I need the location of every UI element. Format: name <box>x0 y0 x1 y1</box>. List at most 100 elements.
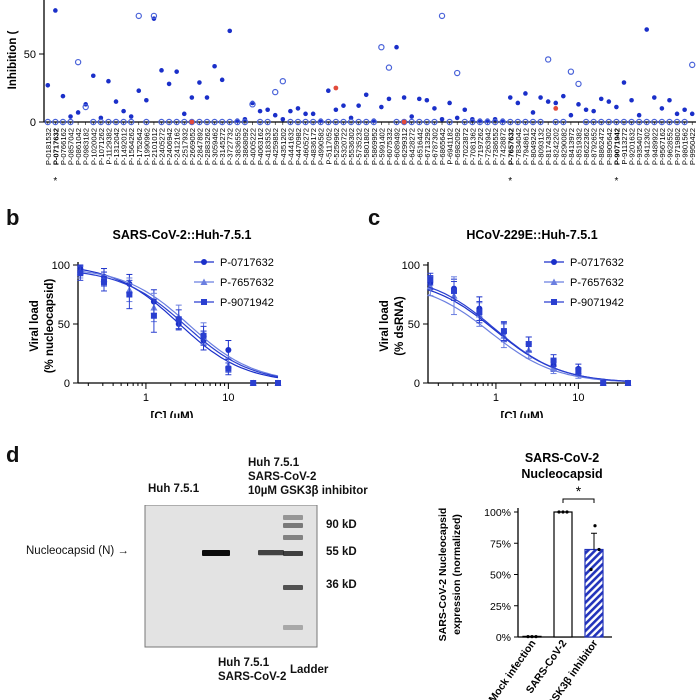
ladder-band <box>283 585 303 590</box>
point-filled <box>454 115 460 121</box>
point-filled <box>432 106 437 111</box>
point-open <box>143 118 150 126</box>
panel-c-label: c <box>368 205 381 230</box>
point-filled <box>280 116 286 122</box>
point-open <box>393 118 400 126</box>
y-tick-label: 75% <box>490 538 511 550</box>
x-tick-label: P-1312042 <box>112 128 121 165</box>
point-open <box>416 118 423 126</box>
marker-90kd: 90 kD <box>326 519 357 531</box>
point-open <box>643 118 650 126</box>
blot-lane1-label: Huh 7.5.1 <box>148 483 200 495</box>
point-square <box>175 316 182 323</box>
point-open <box>256 118 264 126</box>
x-tick-label: P-0717632 <box>51 128 60 165</box>
point-open <box>196 118 203 126</box>
x-tick-label: P-0766162 <box>59 128 68 165</box>
point-open <box>613 118 620 126</box>
legend-label: P-9071942 <box>570 297 624 309</box>
point-filled <box>227 28 233 34</box>
point-filled <box>667 97 672 103</box>
point-open <box>52 118 59 126</box>
point-highlight <box>333 85 339 91</box>
y-tick-label: 0 <box>414 378 420 390</box>
x-axis-label: [C] (µM) <box>500 411 543 418</box>
panel-b-label: b <box>6 205 20 230</box>
significance-bracket <box>562 498 595 503</box>
ladder-band <box>283 625 303 630</box>
x-tick-label: P-7386552 <box>491 128 500 165</box>
point-open <box>378 44 385 51</box>
point-filled <box>136 88 142 94</box>
y-tick-label: 50% <box>490 570 511 582</box>
point-filled <box>538 95 543 100</box>
x-tick-label: P-4836172 <box>309 128 318 165</box>
point-filled <box>424 97 430 103</box>
x-tick-label: P-1020042 <box>89 128 98 165</box>
point-square <box>525 341 532 348</box>
point-open <box>507 118 514 126</box>
point-filled <box>447 100 452 106</box>
point-square <box>450 287 457 294</box>
point-filled <box>598 96 604 102</box>
point-filled <box>606 99 612 104</box>
x-tick-label: P-9201632 <box>628 128 637 165</box>
x-tick-label: P-9354072 <box>635 128 644 165</box>
point-filled <box>386 96 392 102</box>
point-filled <box>121 108 126 114</box>
x-tick-label: P-1990962 <box>142 128 151 165</box>
x-tick-label: 1 <box>143 392 149 404</box>
point-open <box>484 118 491 126</box>
point-open <box>105 118 112 126</box>
x-tick-label: P-5536302 <box>347 128 356 165</box>
y-tick-label: 100% <box>484 507 511 519</box>
point-open <box>567 68 575 75</box>
western-blot <box>144 505 318 648</box>
point-filled <box>515 100 521 106</box>
hit-star: * <box>614 176 618 187</box>
chart-title: HCoV-229E::Huh-7.5.1 <box>466 228 597 242</box>
point-filled <box>174 69 179 74</box>
data-point <box>526 635 530 639</box>
legend-marker <box>201 299 207 305</box>
x-tick-label: P-6982092 <box>453 128 462 165</box>
point-open <box>165 118 173 126</box>
x-tick-label: P-1564262 <box>127 128 136 165</box>
legend-marker <box>200 278 208 285</box>
x-tick-label: P-4470982 <box>294 128 303 165</box>
x-tick-label: P-7657632 <box>506 128 515 165</box>
x-tick-label: P-6787302 <box>430 128 439 165</box>
point-open <box>264 118 271 126</box>
point-square <box>575 368 582 375</box>
x-tick-label: P-5801802 <box>362 128 371 165</box>
x-tick-label: P-0861042 <box>74 128 83 165</box>
blot-lane3-label: Huh 7.5.1 SARS-CoV-2 10µM GSK3β inhibito… <box>248 457 368 497</box>
x-tick-label: P-4351202 <box>279 128 288 165</box>
point-open <box>249 101 256 108</box>
point-square <box>77 270 84 277</box>
x-tick-label: P-9113272 <box>620 128 629 165</box>
marker-36kd: 36 kD <box>326 579 357 591</box>
y-tick-label: 100 <box>402 260 420 272</box>
point-filled <box>204 95 210 100</box>
point-filled <box>310 111 316 117</box>
data-point <box>597 547 601 552</box>
point-open <box>203 118 211 126</box>
point-filled <box>128 114 134 119</box>
point-open <box>628 118 635 126</box>
x-tick-label: P-8905642 <box>605 128 614 165</box>
point-open <box>158 118 165 126</box>
point-open <box>112 118 120 126</box>
point-open <box>438 12 446 20</box>
point-open <box>226 118 233 126</box>
point-highlight <box>401 119 407 125</box>
point-filled <box>652 95 657 100</box>
point-square <box>200 332 207 339</box>
data-point <box>557 510 561 514</box>
chart-title: SARS-CoV-2::Huh-7.5.1 <box>113 228 252 242</box>
x-tick-label: P-8093132 <box>537 128 546 165</box>
point-square <box>275 380 281 386</box>
point-open <box>340 118 347 126</box>
ladder-band <box>283 515 303 520</box>
point-filled <box>674 111 680 117</box>
